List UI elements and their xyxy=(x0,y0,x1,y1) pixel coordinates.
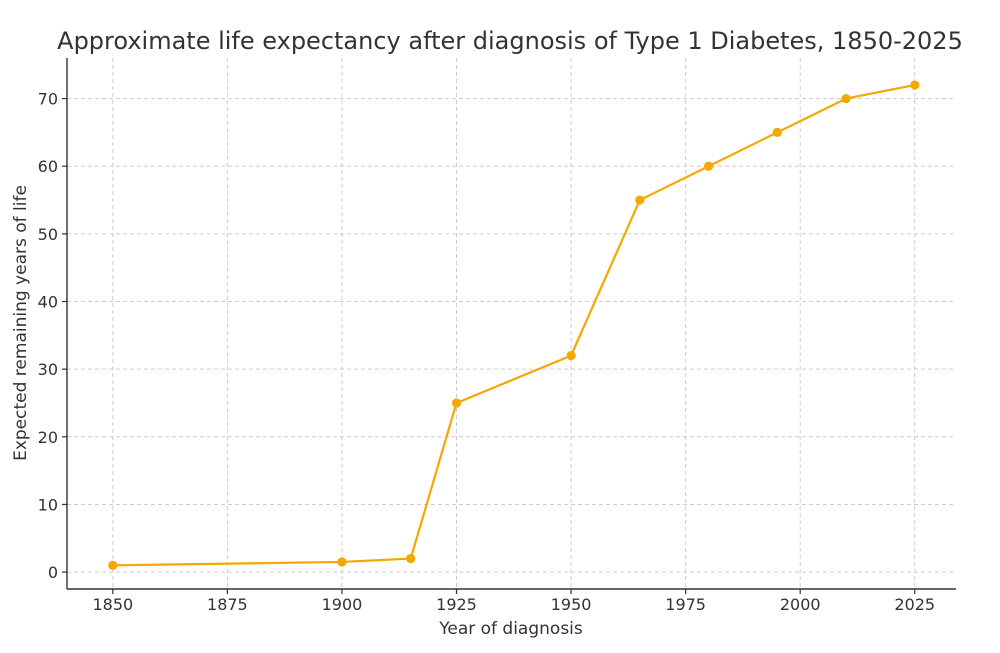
data-point xyxy=(108,560,118,570)
x-tick-label: 2025 xyxy=(894,595,935,614)
data-point xyxy=(703,161,714,171)
y-tick-label: 70 xyxy=(38,90,58,109)
x-tick-label: 1975 xyxy=(665,595,706,614)
y-tick-label: 60 xyxy=(38,157,58,176)
y-tick-label: 30 xyxy=(38,360,58,379)
x-tick-label: 2000 xyxy=(780,595,821,614)
data-point xyxy=(451,398,462,408)
y-tick-label: 0 xyxy=(48,563,58,582)
x-axis-label: Year of diagnosis xyxy=(438,619,583,639)
data-point xyxy=(337,557,347,567)
axes: 1850 1875 1900 1925 1950 1975 2000 2025 0 10 20 30 4… xyxy=(38,58,956,614)
x-tick-label: 1925 xyxy=(436,595,477,614)
y-tick-label: 40 xyxy=(38,293,58,312)
data-point xyxy=(635,195,645,205)
x-tick-label: 1875 xyxy=(207,595,248,614)
data-point xyxy=(566,351,576,361)
data-point xyxy=(910,80,920,90)
grid xyxy=(67,58,956,589)
data-point xyxy=(406,553,416,564)
series-layer xyxy=(108,80,920,570)
data-point xyxy=(841,93,851,104)
x-tick-label: 1900 xyxy=(322,595,363,614)
x-tick-label: 1850 xyxy=(92,595,133,614)
series-line xyxy=(112,83,915,567)
y-axis-label: Expected remaining years of life xyxy=(11,185,31,461)
x-tick-label: 1950 xyxy=(551,595,592,614)
y-tick-label: 10 xyxy=(38,495,58,514)
data-point xyxy=(772,127,782,138)
y-tick-label: 50 xyxy=(38,225,58,244)
chart-title: Approximate life expectancy after diagno… xyxy=(57,27,963,55)
y-tick-label: 20 xyxy=(38,428,58,447)
